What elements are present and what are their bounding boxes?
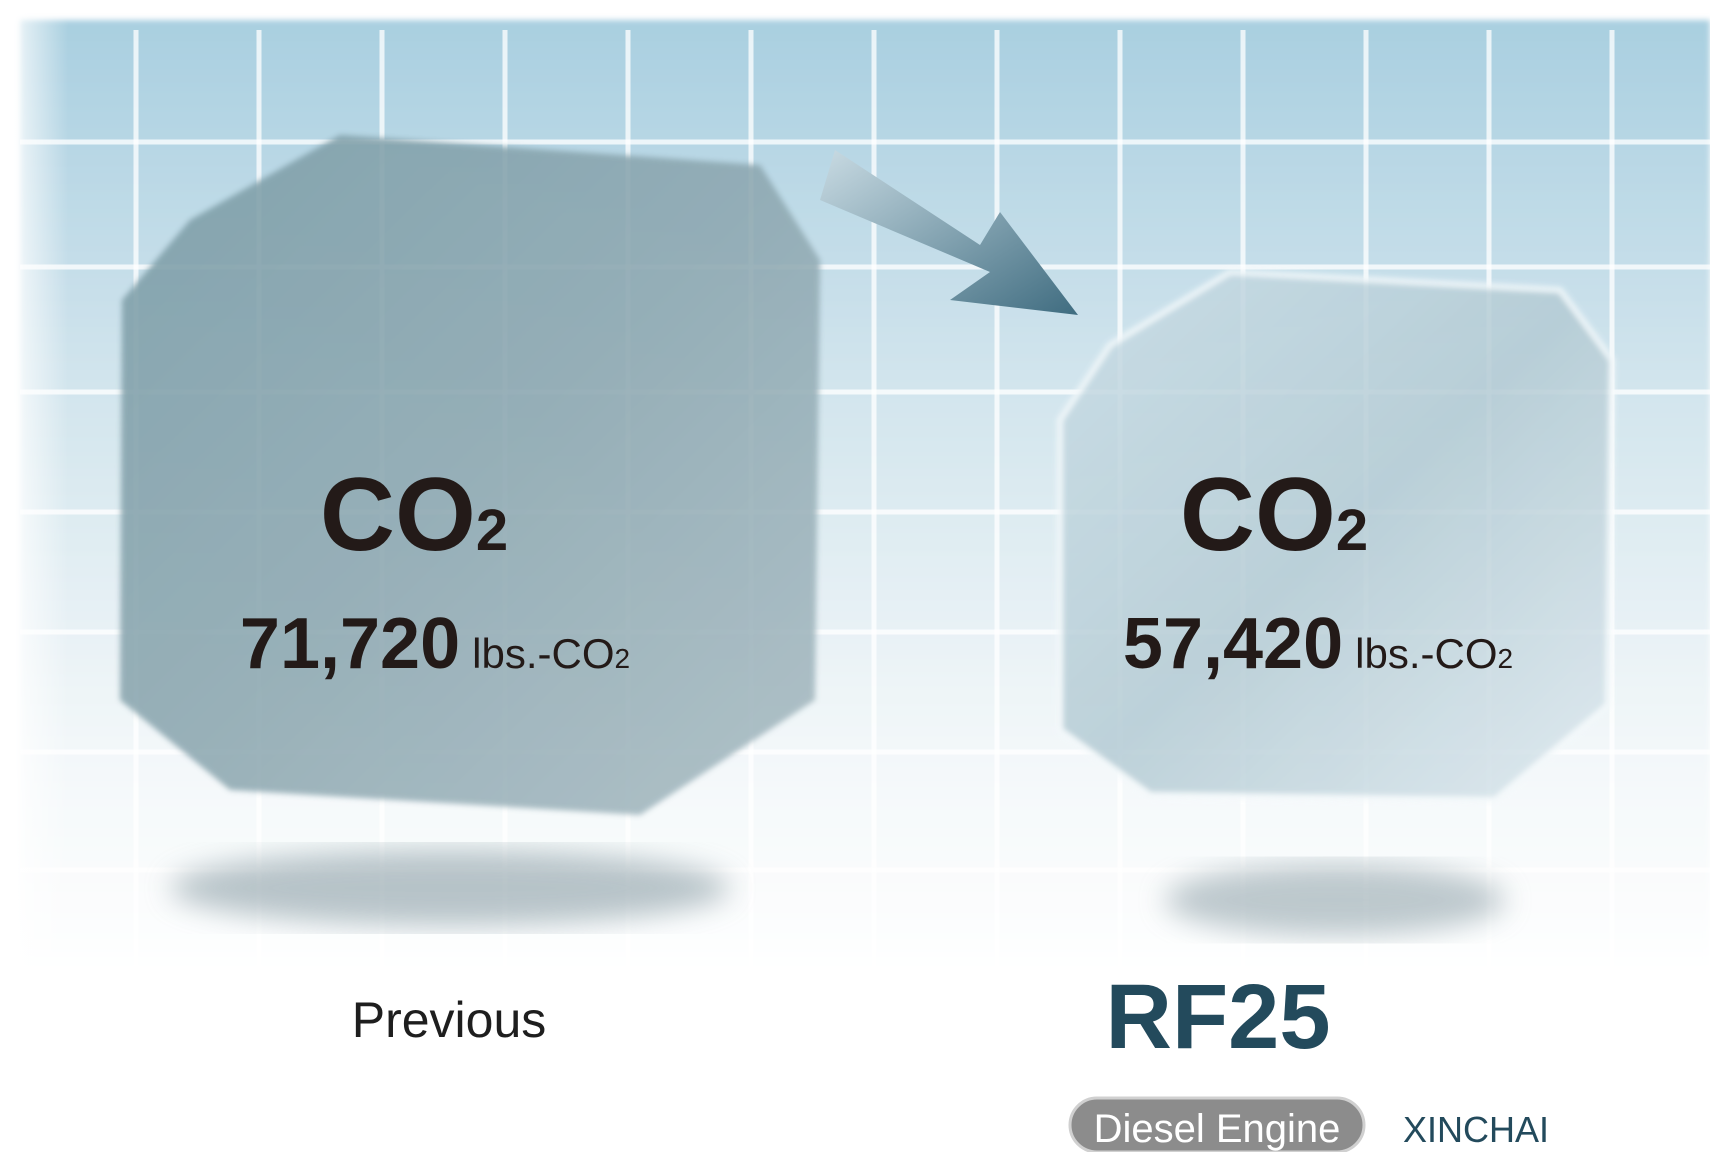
badge-text: Diesel Engine [1094, 1107, 1341, 1151]
formula-base: CO [320, 457, 476, 573]
unit-sub: 2 [1498, 643, 1514, 674]
formula: CO2 [320, 457, 508, 573]
formula-sub: 2 [1336, 498, 1368, 563]
cube-previous [120, 135, 820, 815]
unit-sub: 2 [615, 643, 631, 674]
formula-sub: 2 [476, 498, 508, 563]
amount-line: 71,720 lbs.-CO2 [240, 604, 630, 684]
label-previous: Previous [352, 992, 547, 1048]
maker: XINCHAI [1403, 1109, 1549, 1150]
shadow [1165, 864, 1505, 936]
formula: CO2 [1180, 457, 1368, 573]
amount: 57,420 [1123, 604, 1343, 684]
unit: lbs.-CO [472, 630, 614, 677]
unit: lbs.-CO [1355, 630, 1497, 677]
cube-current [1057, 268, 1616, 804]
formula-base: CO [1180, 457, 1336, 573]
amount: 71,720 [240, 604, 460, 684]
shadow [170, 850, 730, 926]
badge [1068, 1096, 1366, 1152]
model: RF25 [1106, 966, 1331, 1068]
arrow [820, 150, 1078, 315]
amount-line: 57,420 lbs.-CO2 [1123, 604, 1513, 684]
